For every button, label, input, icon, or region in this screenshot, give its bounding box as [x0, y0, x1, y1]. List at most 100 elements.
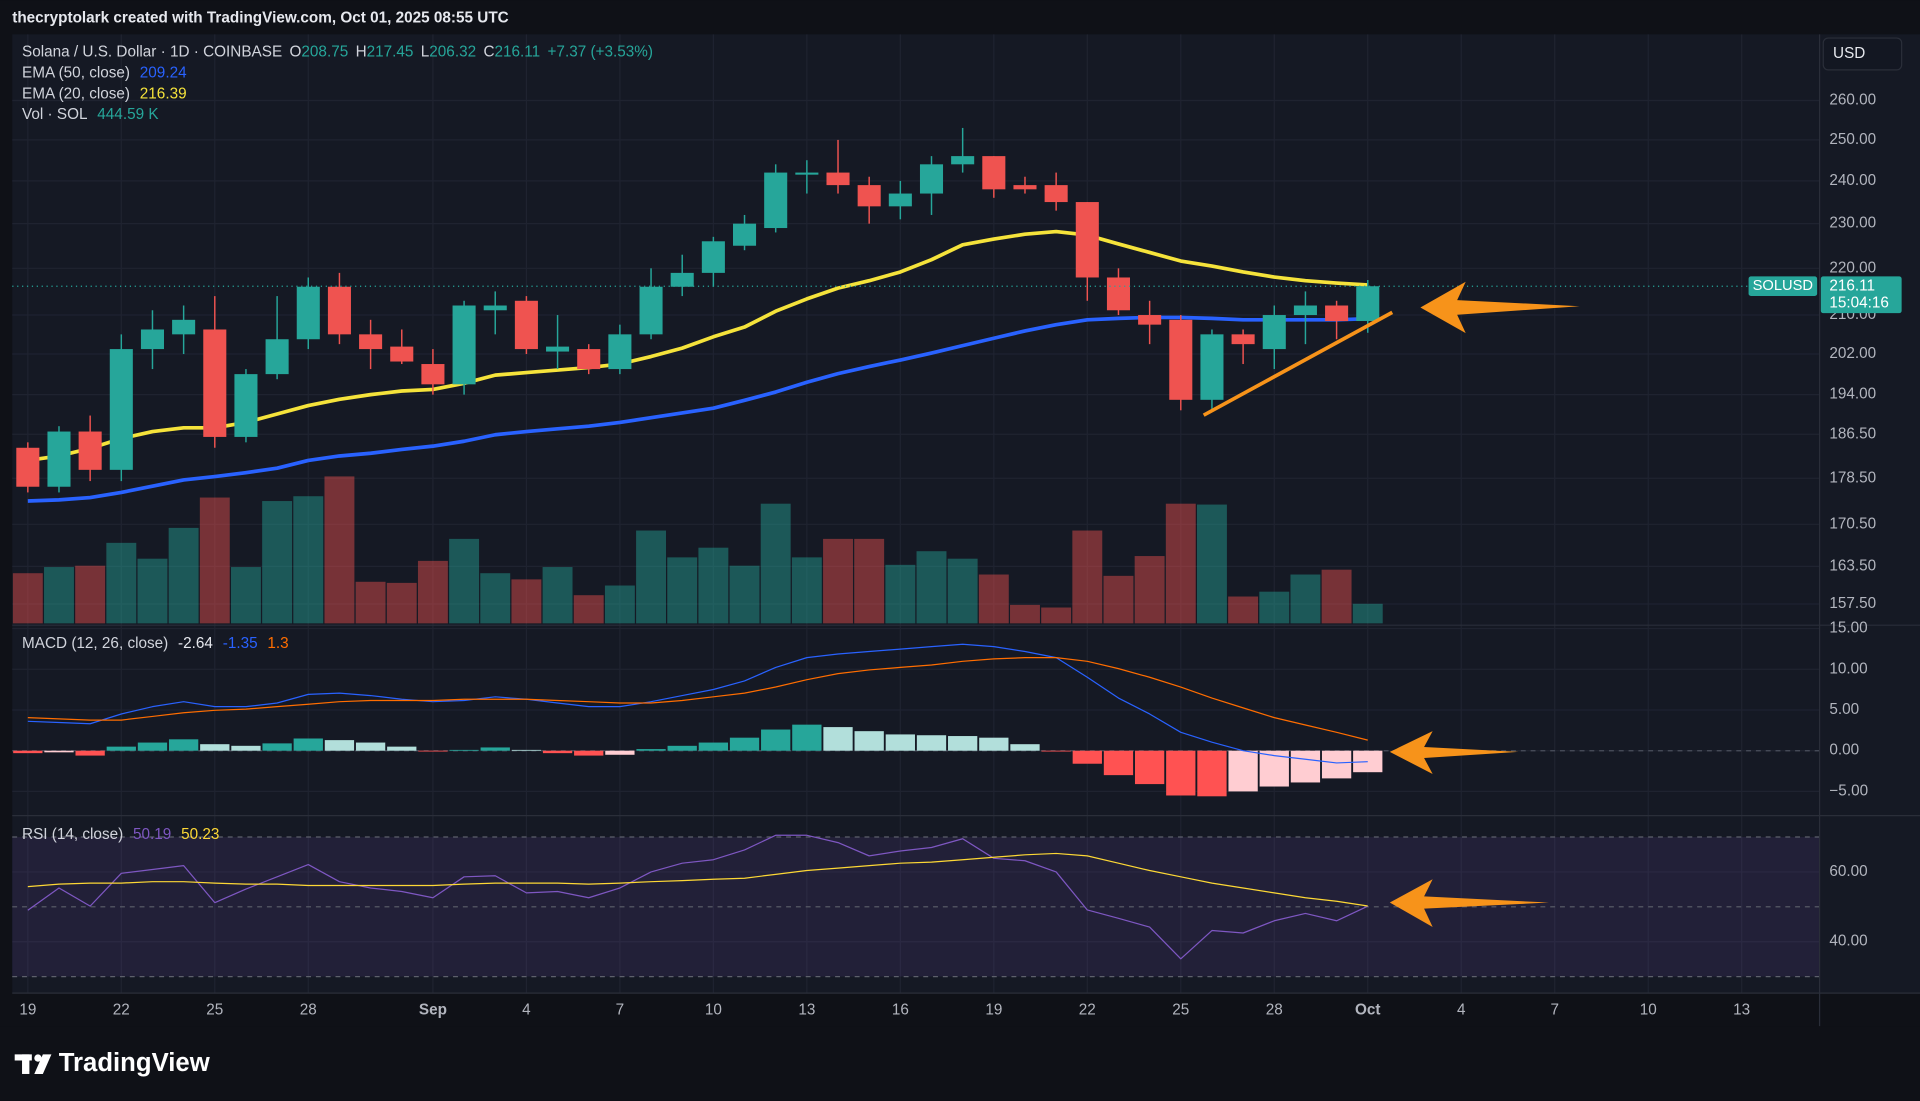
- high-label: H: [356, 44, 367, 61]
- histogram-bar: [792, 724, 822, 751]
- y-tick-label: 260.00: [1829, 92, 1876, 109]
- macd-title: MACD (12, 26, close): [22, 635, 168, 652]
- y-tick-label: 40.00: [1829, 933, 1867, 950]
- currency-label[interactable]: USD: [1833, 45, 1865, 62]
- histogram-bar: [761, 729, 791, 751]
- histogram-bar: [916, 735, 947, 751]
- ema-value: 216.39: [140, 85, 187, 102]
- y-tick-label: 220.00: [1829, 259, 1876, 276]
- candle-body: [514, 300, 538, 350]
- footer: [0, 1026, 1920, 1101]
- arrow: [1389, 879, 1549, 928]
- rsi-title: RSI (14, close): [22, 826, 123, 843]
- volume-bar: [1259, 591, 1290, 624]
- y-tick-label: 60.00: [1829, 863, 1867, 880]
- low-label: L: [421, 44, 430, 61]
- volume-bar: [1134, 556, 1165, 624]
- plot: [12, 34, 1820, 994]
- histogram-bar: [1197, 750, 1227, 797]
- volume-bar: [293, 496, 324, 624]
- x-tick-label: 16: [892, 1001, 909, 1018]
- x-tick-label: 19: [19, 1001, 36, 1018]
- volume-bar: [511, 579, 542, 624]
- histogram-bar: [511, 749, 542, 751]
- volume-bar: [1010, 604, 1040, 624]
- candle-body: [857, 185, 881, 207]
- credit: thecryptolark created with TradingView.c…: [12, 10, 508, 27]
- candle-body: [234, 374, 258, 437]
- main-legend: Solana / U.S. Dollar · 1D · COINBASE O208…: [22, 44, 653, 61]
- candle-body: [16, 447, 40, 487]
- volume-bar: [1196, 504, 1227, 624]
- volume-bar: [44, 567, 74, 624]
- y-tick-label: 10.00: [1829, 660, 1867, 677]
- open-value: 208.75: [301, 44, 348, 61]
- histogram-bar: [1290, 750, 1321, 783]
- price-tag-value: 216.11: [1829, 277, 1875, 294]
- x-tick-label: 7: [616, 1001, 625, 1018]
- volume-bar: [106, 542, 137, 624]
- volume-bar: [168, 527, 199, 624]
- rsi-line: [27, 852, 1368, 907]
- logo-part: [34, 1054, 42, 1062]
- y-tick-label: 240.00: [1829, 172, 1876, 189]
- candle-body: [421, 364, 445, 385]
- histogram-bar: [44, 750, 74, 753]
- volume-bar: [916, 551, 947, 624]
- x-tick-label: 28: [1266, 1001, 1283, 1018]
- histogram-bar: [1166, 750, 1196, 796]
- candle-body: [1169, 319, 1193, 400]
- logo-part: [22, 1054, 30, 1074]
- candle-body: [1325, 305, 1349, 322]
- volume-bar: [1165, 503, 1196, 624]
- plot-background: [12, 34, 1820, 994]
- histogram-bar: [168, 739, 199, 751]
- histogram-bar: [231, 745, 261, 751]
- candle-body: [639, 286, 663, 335]
- candle-body: [701, 241, 725, 273]
- histogram-bar: [355, 742, 386, 751]
- volume-legend: Vol · SOL 444.59 K: [22, 106, 159, 123]
- y-tick-label: 15.00: [1829, 620, 1867, 637]
- candle-body: [1356, 286, 1380, 322]
- candle-body: [483, 305, 507, 311]
- histogram-bar: [75, 750, 105, 756]
- y-tick-label: 194.00: [1829, 386, 1876, 403]
- volume-value: 444.59 K: [97, 106, 159, 123]
- arrow: [1389, 731, 1519, 774]
- macd-value: -1.35: [223, 635, 258, 652]
- logo: [14, 1054, 52, 1074]
- volume-bar: [324, 476, 355, 624]
- price-axis-background: [1819, 34, 1920, 994]
- arrow: [1420, 281, 1580, 334]
- symbol-tag: [1748, 276, 1818, 297]
- candle-body: [764, 172, 788, 229]
- histogram-bar: [636, 749, 666, 751]
- y-tick-label: 230.00: [1829, 215, 1876, 232]
- ema20-legend: EMA (20, close) 216.39: [22, 85, 187, 102]
- volume-bar: [12, 573, 43, 624]
- volume-bar: [854, 538, 885, 624]
- currency-button[interactable]: [1822, 37, 1903, 71]
- macd-line: [27, 643, 1368, 764]
- candle-body: [733, 223, 757, 246]
- volume-bar: [791, 557, 822, 624]
- histogram-bar: [605, 750, 635, 755]
- x-tick-label: 19: [985, 1001, 1002, 1018]
- histogram-bar: [1134, 750, 1165, 785]
- histogram-bar: [1010, 744, 1040, 751]
- volume-bar: [667, 557, 698, 624]
- histogram-bar: [729, 737, 760, 751]
- candle-body: [546, 346, 570, 352]
- rsi-value: 50.19: [133, 826, 171, 843]
- volume-bar: [604, 585, 635, 624]
- x-tick-label: Oct: [1355, 1001, 1381, 1018]
- volume-bar: [1072, 530, 1103, 624]
- x-tick-label: 28: [300, 1001, 317, 1018]
- candle-body: [1138, 315, 1162, 325]
- volume-bar: [1103, 575, 1134, 624]
- rsi-legend: RSI (14, close) 50.19 50.23: [22, 826, 219, 843]
- volume-bar: [729, 565, 760, 624]
- histogram-bar: [698, 742, 729, 751]
- histogram-bar: [574, 750, 604, 756]
